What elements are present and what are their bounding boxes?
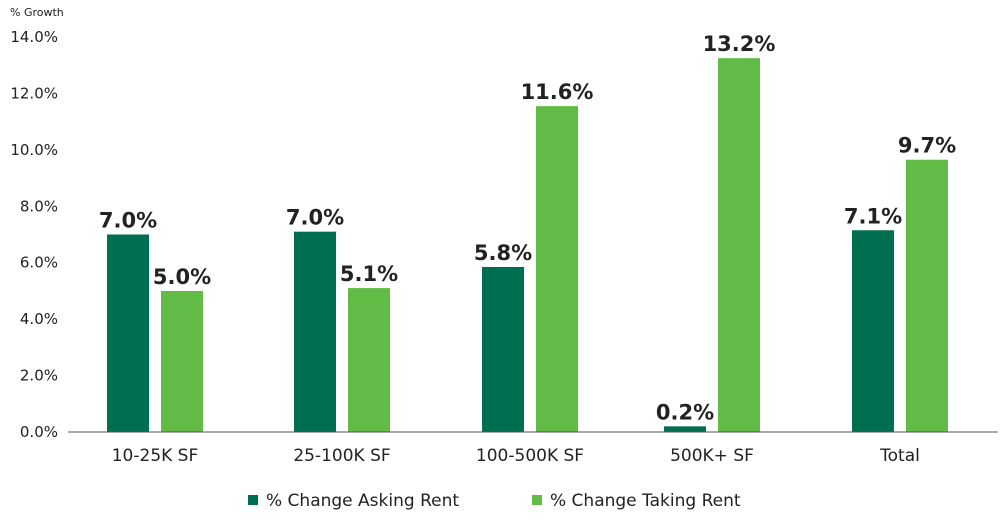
x-tick-label: Total: [879, 446, 920, 466]
data-label: 7.1%: [844, 204, 902, 228]
x-axis: 10-25K SF 25-100K SF 100-500K SF 500K+ SF To…: [112, 446, 920, 466]
y-tick-label: 4.0%: [20, 310, 58, 328]
y-axis-label: % Growth: [10, 6, 64, 19]
data-labels: 7.0% 7.0% 5.8% 0.2% 7.1% 5.0% 5.1% 11.6% 13.2% 9.…: [99, 32, 956, 424]
legend-swatch: [532, 495, 542, 505]
bar-taking-0: [161, 290, 203, 432]
data-label: 5.1%: [340, 262, 398, 286]
bar-asking-3: [664, 426, 706, 432]
data-label: 11.6%: [521, 80, 594, 104]
bar-asking-4: [852, 230, 894, 432]
y-tick-label: 14.0%: [10, 28, 58, 46]
legend-label: % Change Asking Rent: [266, 491, 459, 511]
data-label: 13.2%: [703, 32, 776, 56]
x-tick-label: 25-100K SF: [293, 446, 390, 466]
bar-taking-4: [906, 159, 948, 432]
legend-label: % Change Taking Rent: [550, 491, 741, 511]
bar-taking-3: [718, 58, 760, 433]
data-label: 7.0%: [286, 206, 344, 230]
legend: % Change Asking Rent % Change Taking Rent: [248, 491, 741, 511]
data-label: 5.8%: [474, 241, 532, 265]
legend-swatch: [248, 495, 258, 505]
bar-asking-1: [294, 231, 336, 432]
bar-taking-1: [348, 288, 390, 432]
x-tick-label: 100-500K SF: [476, 446, 584, 466]
y-axis: 0.0% 2.0% 4.0% 6.0% 8.0% 10.0% 12.0% 14.0%: [10, 28, 58, 441]
y-tick-label: 12.0%: [10, 84, 58, 102]
data-label: 7.0%: [99, 209, 157, 233]
x-tick-label: 500K+ SF: [670, 446, 754, 466]
data-label: 9.7%: [898, 134, 956, 158]
x-tick-label: 10-25K SF: [112, 446, 199, 466]
data-label: 0.2%: [656, 400, 714, 424]
bars: [107, 58, 948, 433]
bar-taking-2: [536, 106, 578, 432]
y-tick-label: 0.0%: [20, 423, 58, 441]
data-label: 5.0%: [153, 265, 211, 289]
bar-asking-0: [107, 234, 149, 432]
y-tick-label: 10.0%: [10, 141, 58, 159]
y-tick-label: 8.0%: [20, 197, 58, 215]
y-tick-label: 2.0%: [20, 367, 58, 385]
y-tick-label: 6.0%: [20, 254, 58, 272]
bar-asking-2: [482, 266, 524, 432]
